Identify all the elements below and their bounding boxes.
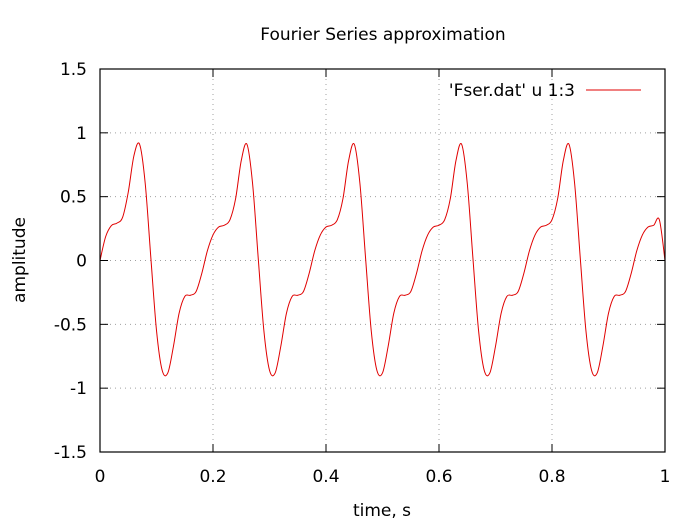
x-tick-label: 0.4 (312, 467, 339, 487)
y-tick-label: 1 (76, 124, 87, 144)
x-axis-label: time, s (353, 501, 411, 521)
y-tick-label: -1 (70, 379, 87, 399)
x-tick-label: 0 (95, 467, 106, 487)
plot-frame (99, 68, 666, 453)
x-tick-label: 0.6 (425, 467, 452, 487)
legend-label: 'Fser.dat' u 1:3 (449, 81, 575, 101)
legend: 'Fser.dat' u 1:3 (449, 81, 641, 101)
x-tick-label: 0.2 (199, 467, 226, 487)
series-line (99, 142, 666, 377)
x-tick-label: 1 (660, 467, 671, 487)
x-tick-label: 0.8 (538, 467, 565, 487)
y-tick-label: -0.5 (54, 315, 87, 335)
y-tick-label: -1.5 (54, 443, 87, 463)
y-tick-label: 1.5 (60, 60, 87, 80)
y-tick-label: 0.5 (60, 188, 87, 208)
y-axis-label: amplitude (10, 217, 30, 303)
x-tick-labels: 0 0.2 0.4 0.6 0.8 1 (95, 467, 671, 487)
y-tick-label: 0 (76, 252, 87, 272)
chart-title: Fourier Series approximation (260, 25, 505, 45)
y-tick-labels: -1.5 -1 -0.5 0 0.5 1 1.5 (54, 60, 87, 463)
grid (100, 69, 665, 452)
